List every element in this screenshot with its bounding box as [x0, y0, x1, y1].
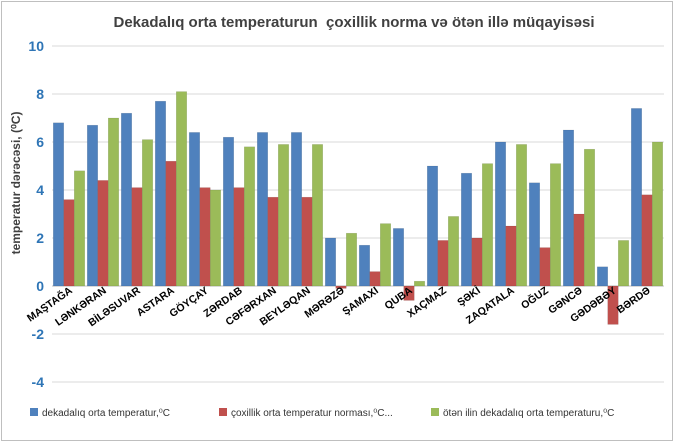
y-tick-label: -4	[32, 374, 45, 390]
bar	[223, 136, 234, 287]
bar	[74, 170, 85, 287]
bar	[291, 132, 302, 287]
bar	[550, 163, 561, 287]
legend-swatch	[30, 408, 38, 416]
bar	[210, 189, 221, 287]
bar	[176, 91, 187, 287]
bar	[244, 146, 255, 287]
bar	[257, 132, 268, 287]
bar	[393, 228, 404, 287]
y-tick-label: 8	[36, 86, 44, 102]
gridlines	[52, 45, 664, 383]
bar	[189, 132, 200, 287]
bars	[53, 91, 663, 325]
bar	[482, 163, 493, 287]
chart-title: Dekadalıq orta temperaturun çoxillik nor…	[114, 14, 595, 31]
bar	[199, 187, 211, 287]
bar	[529, 182, 540, 287]
bar	[369, 271, 381, 287]
bar	[471, 237, 483, 287]
bar	[539, 247, 551, 287]
legend-label: dekadalıq orta temperatur,⁰C	[42, 408, 170, 419]
legend-label: çoxillik orta temperatur norması,⁰C...	[231, 408, 393, 419]
y-tick-label: 0	[36, 278, 44, 294]
bar	[278, 144, 289, 287]
y-tick-label: -2	[32, 326, 45, 342]
bar	[325, 237, 336, 287]
bar	[233, 187, 245, 287]
y-tick-label: 10	[28, 38, 44, 54]
bar	[267, 196, 279, 287]
bar	[335, 285, 347, 289]
bar	[301, 196, 313, 287]
bar	[131, 187, 143, 287]
y-tick-label: 4	[36, 182, 44, 198]
bar	[618, 240, 629, 287]
y-tick-label: 6	[36, 134, 44, 150]
bar	[597, 266, 608, 287]
bar	[631, 108, 642, 287]
bar	[516, 144, 527, 287]
bar	[584, 148, 595, 287]
bar	[573, 213, 585, 287]
bar	[359, 244, 370, 287]
bar	[53, 122, 64, 287]
legend: dekadalıq orta temperatur,⁰C çoxillik ort…	[30, 408, 614, 419]
bar	[121, 112, 132, 287]
bar	[87, 124, 98, 287]
legend-swatch	[219, 408, 227, 416]
bar	[437, 240, 449, 287]
bar	[427, 165, 438, 287]
bar	[142, 139, 153, 287]
bar	[346, 232, 357, 287]
bar	[641, 194, 653, 287]
bar	[461, 172, 472, 287]
bar	[607, 285, 619, 325]
bar	[155, 100, 166, 287]
bar	[63, 199, 75, 287]
y-tick-labels: -4 -2 0 2 4 6 8 10	[28, 38, 44, 390]
y-axis-label: temperatur dərəcəsi, (⁰C)	[9, 112, 23, 255]
legend-swatch	[431, 408, 439, 416]
bar	[403, 285, 415, 301]
bar	[495, 141, 506, 287]
bar	[448, 216, 459, 287]
bar	[312, 144, 323, 287]
bar	[563, 129, 574, 287]
bar	[414, 280, 425, 287]
bar	[380, 223, 391, 287]
legend-label: ötən ilin dekadalıq orta temperaturu,⁰C	[443, 408, 614, 419]
bar	[652, 141, 663, 287]
y-tick-label: 2	[36, 230, 44, 246]
bar	[165, 160, 177, 287]
bar	[108, 117, 119, 287]
bar	[505, 225, 517, 287]
bar	[97, 180, 109, 287]
